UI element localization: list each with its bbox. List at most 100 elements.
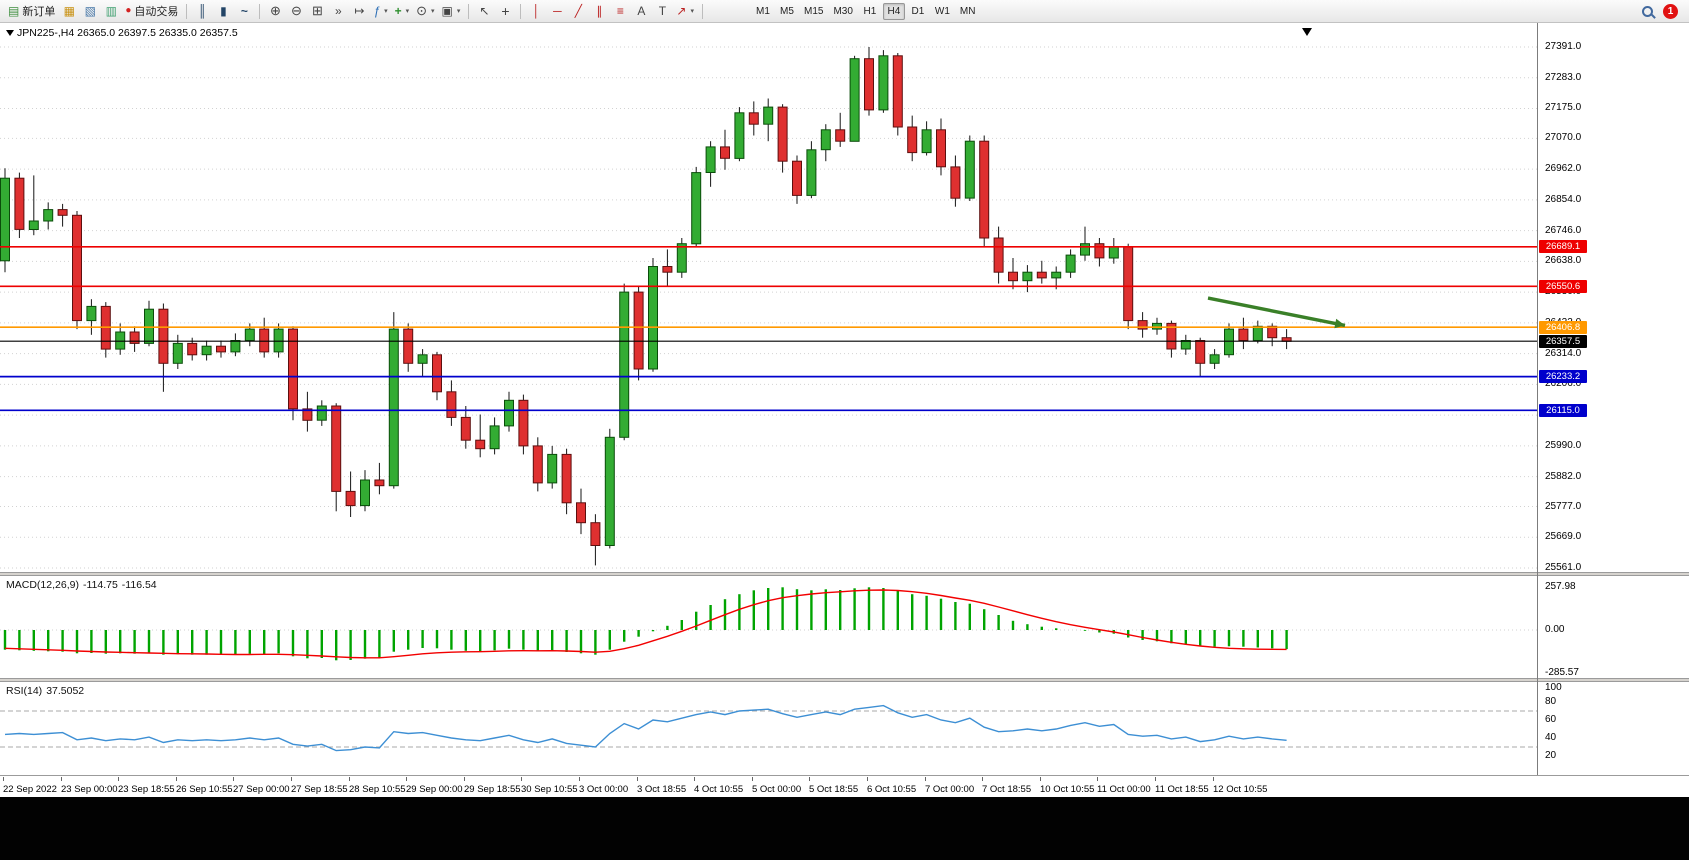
candle-up xyxy=(691,172,702,245)
zoom-out-icon: ⊖ xyxy=(290,3,302,18)
timeframe-button-m15[interactable]: M15 xyxy=(803,5,824,17)
crosshair-button[interactable]: + xyxy=(495,2,515,21)
text-button[interactable]: A xyxy=(631,2,651,21)
date-tick xyxy=(464,777,465,781)
trend-arrow[interactable] xyxy=(1207,296,1346,328)
line-chart-mode-button[interactable]: ~ xyxy=(234,2,254,21)
templates-button[interactable]: ▣ ▾ xyxy=(439,2,464,21)
rsi-title: RSI(14) xyxy=(6,685,43,697)
macd-panel-canvas[interactable] xyxy=(0,576,1537,678)
object-marker[interactable] xyxy=(1302,28,1312,36)
date-label: 7 Oct 18:55 xyxy=(982,784,1032,795)
indicators-button[interactable]: ƒ ▾ xyxy=(370,2,390,21)
candle-up xyxy=(705,146,716,174)
candle-down xyxy=(460,416,471,441)
candle-down xyxy=(288,328,298,410)
zoom-out-button[interactable]: ⊖ xyxy=(286,2,306,21)
candle-up xyxy=(1022,271,1033,282)
date-label: 7 Oct 00:00 xyxy=(925,784,975,795)
timeframe-button-w1[interactable]: W1 xyxy=(934,5,950,17)
candle-down xyxy=(475,439,486,450)
candle-down xyxy=(576,502,586,524)
date-label: 10 Oct 10:55 xyxy=(1040,784,1095,795)
autotrading-label: 自动交易 xyxy=(134,6,179,18)
auto-scroll-button[interactable]: » xyxy=(328,2,348,21)
collapse-icon[interactable] xyxy=(6,30,14,36)
dropdown-caret-icon: ▾ xyxy=(456,8,461,15)
timeframe-button-m1[interactable]: M1 xyxy=(756,5,770,17)
toolbar-separator xyxy=(520,3,522,19)
timeframe-button-h4[interactable]: H4 xyxy=(882,2,905,20)
text-label-icon: T xyxy=(658,4,667,18)
vertical-line-button[interactable]: │ xyxy=(526,2,546,21)
timeframe-button-mn[interactable]: MN xyxy=(959,5,976,17)
periods-button[interactable]: ⊙ ▾ xyxy=(413,2,437,21)
new-order-label: 新订单 xyxy=(22,6,56,18)
timeframe-button-m30[interactable]: M30 xyxy=(833,5,853,17)
price-scale-column[interactable] xyxy=(1538,23,1689,775)
candle-up xyxy=(1080,243,1090,256)
candle-down xyxy=(446,391,457,418)
cursor-button[interactable]: ↖ xyxy=(474,2,494,21)
candle-up xyxy=(676,243,687,273)
arrows-button[interactable]: ↗ ▾ xyxy=(673,2,697,21)
trendline-icon: ╱ xyxy=(574,4,583,18)
tile-windows-button[interactable]: ⊞ xyxy=(307,2,327,21)
candle-down xyxy=(662,266,673,273)
chart-shift-button[interactable]: ↦ xyxy=(349,2,369,21)
new-order-button[interactable]: ▤ 新订单 xyxy=(5,2,58,21)
timeframe-button-h1[interactable]: H1 xyxy=(863,5,877,17)
date-tick xyxy=(233,777,234,781)
date-tick xyxy=(118,777,119,781)
candle-down xyxy=(129,331,140,344)
candle-up xyxy=(763,106,774,125)
candle-down xyxy=(864,58,874,111)
candlestick-mode-button[interactable]: ▮ xyxy=(213,2,233,21)
horizontal-line-button[interactable]: ─ xyxy=(547,2,567,21)
main-chart-canvas[interactable] xyxy=(0,23,1537,572)
time-axis[interactable]: 22 Sep 2022 23 Sep 00:00 23 Sep 18:55 26 Se… xyxy=(0,776,1689,797)
navigator-button[interactable]: ▧ xyxy=(80,2,100,21)
add-indicator-button[interactable]: + ▾ xyxy=(392,2,413,21)
toolbar-separator xyxy=(186,3,188,19)
navigator-icon: ▧ xyxy=(84,4,97,18)
date-tick xyxy=(521,777,522,781)
date-tick xyxy=(982,777,983,781)
terminal-button[interactable]: ▥ xyxy=(101,2,121,21)
timeframe-button-d1[interactable]: D1 xyxy=(911,5,925,17)
zoom-in-button[interactable]: ⊕ xyxy=(265,2,285,21)
panel-divider[interactable] xyxy=(0,678,1689,682)
search-icon[interactable] xyxy=(1642,5,1653,17)
candle-up xyxy=(504,399,514,427)
candle-down xyxy=(777,106,788,162)
bar-chart-mode-button[interactable]: ║ xyxy=(192,2,212,21)
date-label: 27 Sep 18:55 xyxy=(291,784,348,795)
date-label: 3 Oct 00:00 xyxy=(579,784,629,795)
fibonacci-button[interactable]: ≡ xyxy=(610,2,630,21)
trendline-button[interactable]: ╱ xyxy=(568,2,588,21)
dropdown-caret-icon: ▾ xyxy=(405,8,410,15)
toolbar-separator xyxy=(468,3,470,19)
market-watch-button[interactable]: ▦ xyxy=(59,2,79,21)
date-tick xyxy=(1097,777,1098,781)
channel-button[interactable]: ∥ xyxy=(589,2,609,21)
autotrading-button[interactable]: ● 自动交易 xyxy=(122,2,181,21)
candle-down xyxy=(57,209,68,216)
date-label: 28 Sep 10:55 xyxy=(349,784,406,795)
timeframe-button-m5[interactable]: M5 xyxy=(780,5,794,17)
candle-down xyxy=(72,214,82,322)
date-label: 26 Sep 10:55 xyxy=(176,784,233,795)
candle-down xyxy=(561,453,572,504)
notification-badge[interactable]: 1 xyxy=(1663,3,1678,19)
candle-up xyxy=(604,436,615,546)
candle-down xyxy=(1137,320,1148,330)
rsi-panel-canvas[interactable] xyxy=(0,682,1537,775)
candle-up xyxy=(28,220,39,230)
text-label-button[interactable]: T xyxy=(652,2,672,21)
candle-up xyxy=(849,58,860,142)
panel-divider[interactable] xyxy=(0,572,1689,576)
zoom-in-icon: ⊕ xyxy=(269,3,281,18)
cursor-icon: ↖ xyxy=(479,4,490,18)
toolbar-separator xyxy=(701,3,703,19)
